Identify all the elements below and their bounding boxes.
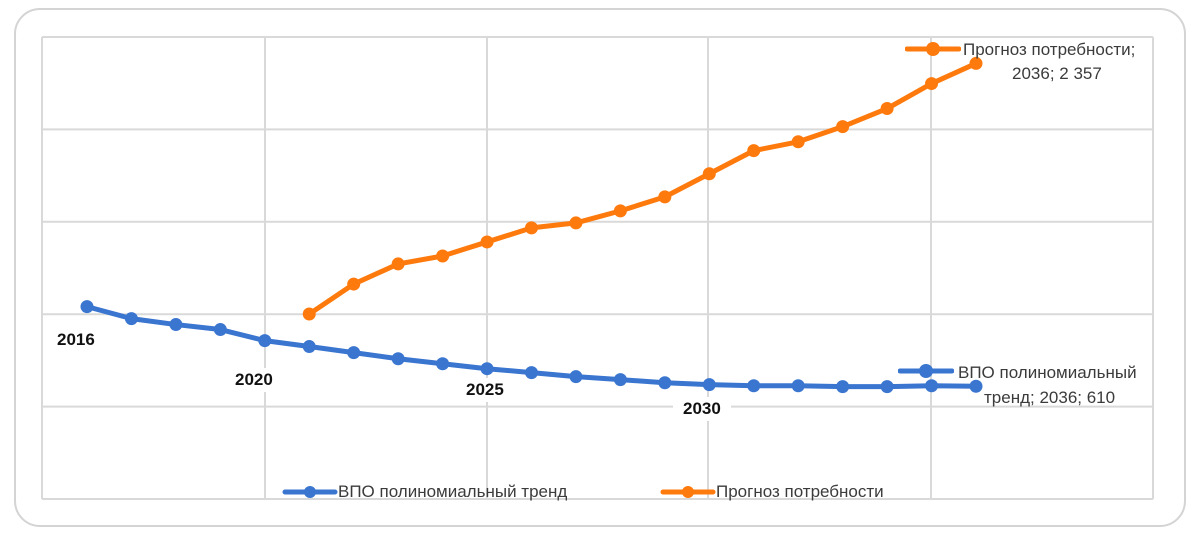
data-point-orange (302, 307, 316, 321)
data-point-orange (480, 235, 494, 249)
data-point-orange (880, 102, 894, 116)
data-point-orange (658, 190, 672, 204)
data-point-orange (525, 221, 538, 235)
data-point-blue (658, 376, 672, 390)
legend-orange-marker-icon (660, 486, 716, 498)
data-point-blue (391, 352, 405, 366)
data-point-blue (169, 318, 183, 332)
blue-annotation-line1: ВПО полиномиальный (958, 363, 1137, 382)
data-point-blue (213, 323, 227, 337)
data-point-orange (569, 216, 583, 230)
data-point-blue (258, 334, 272, 348)
series-line-orange (306, 60, 979, 317)
data-point-orange (836, 120, 850, 134)
data-point-blue (80, 300, 94, 314)
data-point-orange (969, 56, 983, 70)
legend-blue-marker-icon (282, 486, 338, 498)
data-point-orange (347, 277, 361, 291)
chart-frame (14, 8, 1186, 527)
series-layer (80, 56, 983, 394)
orange-annotation-marker-icon (905, 42, 961, 56)
data-point-blue (302, 340, 316, 354)
data-point-orange (702, 167, 716, 181)
data-point-blue (880, 380, 894, 394)
data-point-blue (525, 366, 538, 380)
data-point-orange (613, 204, 627, 218)
data-point-orange (925, 77, 939, 91)
data-point-orange (436, 249, 450, 263)
data-point-blue (969, 379, 983, 393)
data-point-blue (791, 379, 805, 393)
blue-annotation-marker-icon (898, 364, 954, 378)
data-point-blue (747, 379, 761, 393)
data-point-blue (124, 312, 138, 326)
data-point-blue (480, 362, 494, 376)
year-label-2020: 2020 (225, 368, 283, 392)
data-point-orange (747, 144, 761, 158)
gridlines (41, 36, 1154, 500)
blue-annotation-line2: тренд; 2036; 610 (984, 388, 1116, 407)
year-label-2025: 2025 (456, 378, 514, 402)
data-point-blue (702, 378, 716, 392)
legend-item-demand-forecast: Прогноз потребности (716, 482, 884, 501)
data-point-blue (436, 357, 450, 371)
orange-annotation-line1: Прогноз потребности; (963, 40, 1136, 59)
data-point-blue (613, 373, 627, 387)
legend-item-vpo-trend: ВПО полиномиальный тренд (338, 482, 568, 501)
data-point-blue (836, 380, 850, 394)
data-point-blue (347, 346, 361, 360)
data-point-orange (391, 257, 405, 271)
data-point-blue (925, 379, 939, 393)
orange-annotation-line2: 2036; 2 357 (1012, 64, 1102, 83)
data-point-blue (569, 370, 583, 384)
year-label-2030: 2030 (673, 397, 731, 421)
data-point-orange (791, 135, 805, 149)
year-label-2016: 2016 (47, 328, 105, 352)
